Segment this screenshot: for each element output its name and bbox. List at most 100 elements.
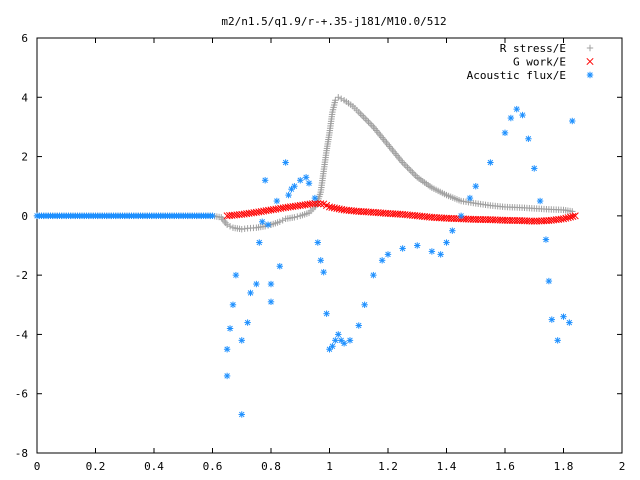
- data-point-fill: [226, 223, 234, 230]
- y-tick-label: 4: [21, 91, 28, 104]
- data-point: [223, 221, 231, 228]
- data-point-fill: [566, 213, 575, 221]
- data-point: [566, 319, 573, 326]
- data-point: [519, 111, 526, 119]
- data-point: [285, 191, 292, 199]
- data-point: [276, 263, 283, 270]
- data-point: [291, 183, 298, 190]
- legend-label-2: Acoustic flux/E: [467, 69, 566, 82]
- data-point: [443, 239, 450, 246]
- data-point: [276, 218, 283, 225]
- data-point-fill: [363, 117, 371, 124]
- data-point: [232, 271, 240, 279]
- data-point: [247, 289, 254, 297]
- data-point: [297, 177, 304, 184]
- x-tick-label: 2: [619, 460, 626, 473]
- x-tick-label: 0.8: [261, 460, 281, 473]
- data-point: [223, 346, 231, 353]
- data-point-fill: [409, 169, 416, 176]
- legend-label-1: G work/E: [513, 56, 566, 69]
- data-point: [536, 197, 544, 205]
- data-point-fill: [294, 213, 301, 220]
- data-point-fill: [368, 122, 375, 129]
- data-point: [226, 325, 234, 332]
- data-point-fill: [279, 217, 286, 224]
- data-point: [437, 251, 444, 258]
- data-point-fill: [357, 110, 364, 117]
- x-tick-label: 1.4: [437, 460, 457, 473]
- data-point-fill: [562, 214, 570, 222]
- data-point: [384, 251, 392, 258]
- data-point: [323, 310, 330, 317]
- data-point: [244, 319, 251, 326]
- x-tick-label: 0: [34, 460, 41, 473]
- x-tick-label: 0.2: [86, 460, 106, 473]
- data-point-fill: [402, 162, 410, 169]
- data-point: [559, 215, 568, 223]
- data-point: [267, 298, 275, 306]
- data-point: [311, 199, 319, 207]
- data-point: [346, 337, 354, 344]
- data-point: [238, 337, 245, 344]
- data-point: [569, 117, 576, 125]
- data-point: [317, 257, 324, 264]
- data-point: [238, 411, 245, 418]
- x-tick-label: 1: [326, 460, 333, 473]
- data-point: [361, 301, 368, 308]
- y-tick-label: 2: [21, 151, 28, 164]
- data-point: [340, 340, 348, 347]
- data-point: [472, 183, 479, 190]
- data-point: [209, 212, 216, 220]
- legend-marker-2: [586, 71, 594, 79]
- data-point-fill: [358, 112, 366, 119]
- data-point: [370, 271, 377, 279]
- y-tick-label: -2: [15, 269, 28, 282]
- series-2: [33, 105, 576, 418]
- data-point: [378, 257, 386, 264]
- data-point: [267, 280, 275, 288]
- data-point-fill: [569, 212, 577, 221]
- data-point-fill: [360, 113, 367, 121]
- data-point: [525, 135, 532, 142]
- data-point: [256, 239, 263, 246]
- data-point: [305, 180, 313, 187]
- data-point: [554, 337, 561, 344]
- data-point: [335, 94, 342, 101]
- data-point-fill: [401, 160, 408, 168]
- y-tick-label: 0: [21, 210, 28, 223]
- y-tick-label: -8: [15, 447, 28, 460]
- x-tick-label: 1.6: [495, 460, 515, 473]
- x-tick-label: 0.4: [144, 460, 164, 473]
- series-0: [33, 94, 576, 233]
- legend-marker-1: [586, 57, 594, 66]
- legend-marker-0: [586, 44, 594, 52]
- y-tick-label: -4: [15, 328, 29, 341]
- data-point-fill: [366, 120, 374, 127]
- plot-frame: [36, 37, 623, 454]
- data-point: [466, 194, 474, 202]
- data-point-fill: [412, 172, 419, 179]
- axes: 0 0.2 0.4 0.6 0.8 1 1.2 1.4 1.6 1.8 2 6 4 2 0 -2 -4 -6 -8: [15, 32, 626, 473]
- data-point: [545, 277, 553, 285]
- data-point: [355, 322, 362, 329]
- data-point: [335, 331, 342, 338]
- x-tick-label: 1.8: [554, 460, 574, 473]
- data-point: [399, 245, 406, 252]
- data-point: [513, 105, 520, 113]
- data-point: [329, 343, 336, 350]
- data-point: [332, 337, 339, 344]
- data-point-fill: [338, 95, 345, 102]
- data-point: [326, 346, 333, 353]
- data-point: [487, 159, 494, 166]
- data-point: [531, 165, 538, 172]
- data-point-fill: [308, 200, 316, 208]
- series-1: [223, 199, 579, 225]
- data-point: [571, 212, 579, 220]
- data-point: [259, 218, 266, 225]
- data-point: [223, 372, 231, 380]
- data-point: [311, 194, 319, 202]
- data-point: [273, 197, 281, 205]
- data-point: [332, 97, 339, 104]
- data-point-fill: [314, 200, 322, 208]
